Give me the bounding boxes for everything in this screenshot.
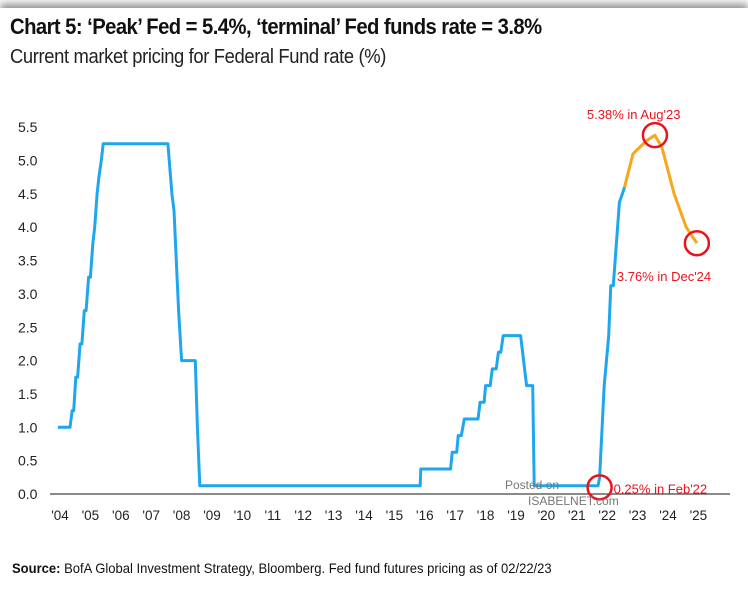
- x-tick-label: '10: [234, 508, 252, 523]
- x-tick-label: '21: [568, 508, 586, 523]
- x-tick-label: '18: [477, 508, 495, 523]
- x-tick-label: '16: [416, 508, 434, 523]
- x-tick-label: '09: [203, 508, 221, 523]
- x-tick-label: '07: [142, 508, 160, 523]
- x-tick-label: '04: [51, 508, 69, 523]
- x-tick-label: '08: [173, 508, 191, 523]
- annotation-label: 5.38% in Aug'23: [587, 107, 681, 122]
- chart-subtitle: Current market pricing for Federal Fund …: [10, 46, 387, 68]
- y-tick-label: 5.0: [18, 153, 38, 169]
- x-tick-label: '20: [538, 508, 556, 523]
- y-tick-label: 2.5: [18, 319, 38, 335]
- x-tick-label: '05: [82, 508, 100, 523]
- y-tick-label: 2.0: [18, 353, 38, 369]
- annotation-circle: [683, 229, 711, 257]
- y-tick-label: 0.0: [18, 486, 38, 502]
- x-tick-label: '13: [325, 508, 343, 523]
- chart-title: Chart 5: ‘Peak’ Fed = 5.4%, ‘terminal’ F…: [10, 14, 542, 39]
- x-tick-label: '24: [659, 508, 677, 523]
- x-tick-label: '06: [112, 508, 130, 523]
- source-text: BofA Global Investment Strategy, Bloombe…: [60, 560, 552, 576]
- x-tick-label: '19: [507, 508, 525, 523]
- x-tick-label: '17: [446, 508, 464, 523]
- x-tick-label: '12: [294, 508, 312, 523]
- y-tick-label: 1.0: [18, 419, 38, 435]
- watermark-posted: Posted on: [505, 478, 559, 492]
- series-line-historical: [57, 142, 626, 488]
- source-label: Source:: [12, 560, 61, 576]
- y-tick-label: 1.5: [18, 386, 38, 402]
- series-line-market-pricing: [623, 133, 699, 245]
- y-tick-label: 5.5: [18, 119, 38, 135]
- annotation-circle: [586, 474, 613, 501]
- annotation-label: 0.25% in Feb'22: [614, 481, 708, 496]
- annotation-label: 3.76% in Dec'24: [617, 269, 711, 284]
- y-tick-label: 0.5: [18, 453, 38, 469]
- y-tick-label: 3.5: [18, 253, 38, 269]
- x-tick-label: '25: [690, 508, 708, 523]
- y-tick-label: 4.5: [18, 186, 38, 202]
- source-note: Source: BofA Global Investment Strategy,…: [12, 560, 552, 576]
- annotation-circle: [641, 121, 669, 149]
- x-tick-label: '23: [629, 508, 647, 523]
- x-tick-label: '22: [598, 508, 616, 523]
- chart-frame: [0, 8, 748, 589]
- y-tick-label: 3.0: [18, 286, 38, 302]
- x-tick-label: '11: [265, 508, 282, 523]
- y-tick-label: 4.0: [18, 219, 38, 235]
- watermark-site: ISABELNET.com: [528, 494, 619, 508]
- x-tick-label: '15: [386, 508, 404, 523]
- x-tick-label: '14: [355, 508, 373, 523]
